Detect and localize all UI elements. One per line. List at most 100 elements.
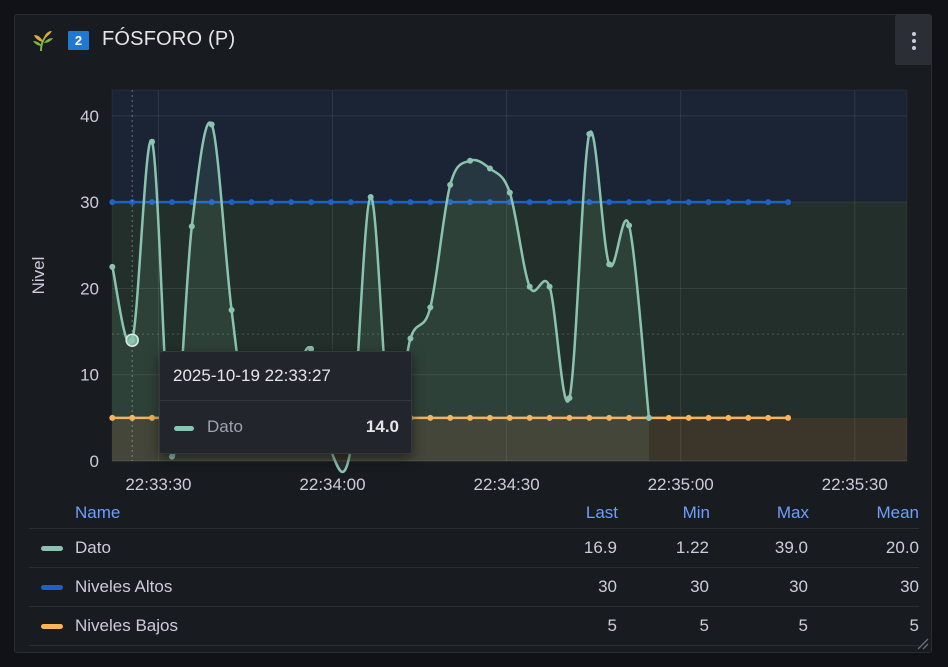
y-tick-label: 0 <box>90 452 99 471</box>
series-point-niveles-bajos <box>665 414 672 421</box>
panel-number-badge: 2 <box>68 31 89 50</box>
series-point-dato <box>606 261 613 268</box>
legend-max-value: 30 <box>710 567 809 607</box>
kebab-menu-icon-dot <box>912 39 916 43</box>
legend-header-max[interactable]: Max <box>710 498 809 529</box>
series-point-niveles-altos <box>268 199 275 206</box>
legend-row[interactable]: Niveles Bajos 5 5 5 5 <box>29 606 919 646</box>
series-point-dato <box>447 181 454 188</box>
legend-table: Name Last Min Max Mean Dato 16.9 1.22 39.0 2… <box>29 498 919 646</box>
series-point-niveles-bajos <box>606 414 613 421</box>
legend-header-mean[interactable]: Mean <box>809 498 919 529</box>
legend-mean-value: 30 <box>809 567 919 607</box>
legend-header-last[interactable]: Last <box>528 498 618 529</box>
series-point-niveles-altos <box>447 199 454 206</box>
series-point-dato <box>427 304 434 311</box>
legend-min-value: 1.22 <box>618 528 710 568</box>
legend-max-value: 5 <box>710 606 809 646</box>
series-point-dato <box>626 222 633 229</box>
plant-icon <box>33 31 53 52</box>
series-point-dato <box>546 283 553 290</box>
series-point-niveles-altos <box>785 199 792 206</box>
series-point-niveles-altos <box>327 199 334 206</box>
series-point-dato <box>566 395 573 402</box>
series-point-niveles-altos <box>407 199 414 206</box>
legend-row[interactable]: Dato 16.9 1.22 39.0 20.0 <box>29 528 919 568</box>
series-point-niveles-altos <box>387 199 394 206</box>
series-point-niveles-altos <box>486 199 493 206</box>
series-point-niveles-bajos <box>526 414 533 421</box>
series-point-niveles-bajos <box>725 414 732 421</box>
kebab-menu-icon-dot <box>912 46 916 50</box>
legend-header-min[interactable]: Min <box>618 498 710 529</box>
legend-color-swatch <box>41 546 63 552</box>
series-point-niveles-altos <box>129 199 136 206</box>
series-point-dato <box>367 193 374 200</box>
series-point-niveles-bajos <box>427 414 434 421</box>
legend-mean-value: 5 <box>809 606 919 646</box>
legend-row[interactable]: Niveles Altos 30 30 30 30 <box>29 567 919 607</box>
series-point-niveles-altos <box>665 199 672 206</box>
series-point-niveles-altos <box>586 199 593 206</box>
series-point-niveles-altos <box>149 199 156 206</box>
threshold-band <box>112 90 907 203</box>
series-point-niveles-altos <box>109 199 116 206</box>
series-point-niveles-bajos <box>447 414 454 421</box>
panel: 2 FÓSFORO (P) 0 10 20 30 40 22:33:30 22:34:00 2… <box>14 14 932 653</box>
series-point-niveles-altos <box>705 199 712 206</box>
tooltip-series-name: Dato <box>207 417 243 436</box>
series-point-dato <box>149 138 156 145</box>
series-point-niveles-bajos <box>685 414 692 421</box>
chart-tooltip: 2025-10-19 22:33:27 Dato 14.0 <box>159 351 412 454</box>
tooltip-time: 2025-10-19 22:33:27 <box>173 366 331 385</box>
series-point-niveles-bajos <box>705 414 712 421</box>
series-point-niveles-altos <box>467 199 474 206</box>
series-point-dato <box>506 189 513 196</box>
series-point-niveles-altos <box>546 199 553 206</box>
series-point-niveles-altos <box>626 199 633 206</box>
legend-header-name[interactable]: Name <box>29 498 528 529</box>
time-series-chart[interactable]: 0 10 20 30 40 22:33:30 22:34:00 22:34:30 22:35:0… <box>15 15 933 495</box>
resize-handle-icon[interactable] <box>915 636 929 650</box>
series-point-niveles-altos <box>645 199 652 206</box>
series-point-niveles-altos <box>168 199 175 206</box>
series-point-niveles-altos <box>566 199 573 206</box>
series-point-dato <box>645 414 652 421</box>
plot-area-border <box>111 89 908 462</box>
tooltip-value: 14.0 <box>365 417 399 436</box>
legend-series-name: Dato <box>75 538 111 557</box>
series-point-niveles-altos <box>427 199 434 206</box>
series-point-niveles-altos <box>606 199 613 206</box>
series-point-niveles-bajos <box>546 414 553 421</box>
series-point-niveles-altos <box>288 199 295 206</box>
series-point-dato <box>526 283 533 290</box>
legend-header-row: Name Last Min Max Mean <box>29 498 919 529</box>
legend-min-value: 30 <box>618 567 710 607</box>
series-point-niveles-bajos <box>785 414 792 421</box>
series-point-niveles-altos <box>228 199 235 206</box>
series-point-niveles-altos <box>308 199 315 206</box>
legend-last-value: 16.9 <box>528 528 618 568</box>
tooltip-divider <box>160 400 411 401</box>
series-point-dato <box>168 453 175 460</box>
series-point-niveles-bajos <box>129 414 136 421</box>
legend-series-name: Niveles Bajos <box>75 616 178 635</box>
y-tick-label: 20 <box>80 279 99 298</box>
series-point-dato <box>467 157 474 164</box>
x-tick-label: 22:34:00 <box>299 475 365 494</box>
hover-point <box>125 333 139 347</box>
legend-color-swatch <box>41 624 63 630</box>
x-tick-label: 22:35:00 <box>648 475 714 494</box>
kebab-menu-icon <box>912 32 916 36</box>
panel-menu-button[interactable] <box>895 15 932 65</box>
y-tick-label: 10 <box>80 366 99 385</box>
series-point-niveles-altos <box>745 199 752 206</box>
series-point-niveles-bajos <box>566 414 573 421</box>
series-point-niveles-bajos <box>586 414 593 421</box>
legend-series-name: Niveles Altos <box>75 577 173 596</box>
x-tick-label: 22:35:30 <box>822 475 888 494</box>
x-tick-label: 22:34:30 <box>474 475 540 494</box>
y-tick-label: 40 <box>80 107 99 126</box>
series-point-niveles-bajos <box>486 414 493 421</box>
x-tick-label: 22:33:30 <box>125 475 191 494</box>
